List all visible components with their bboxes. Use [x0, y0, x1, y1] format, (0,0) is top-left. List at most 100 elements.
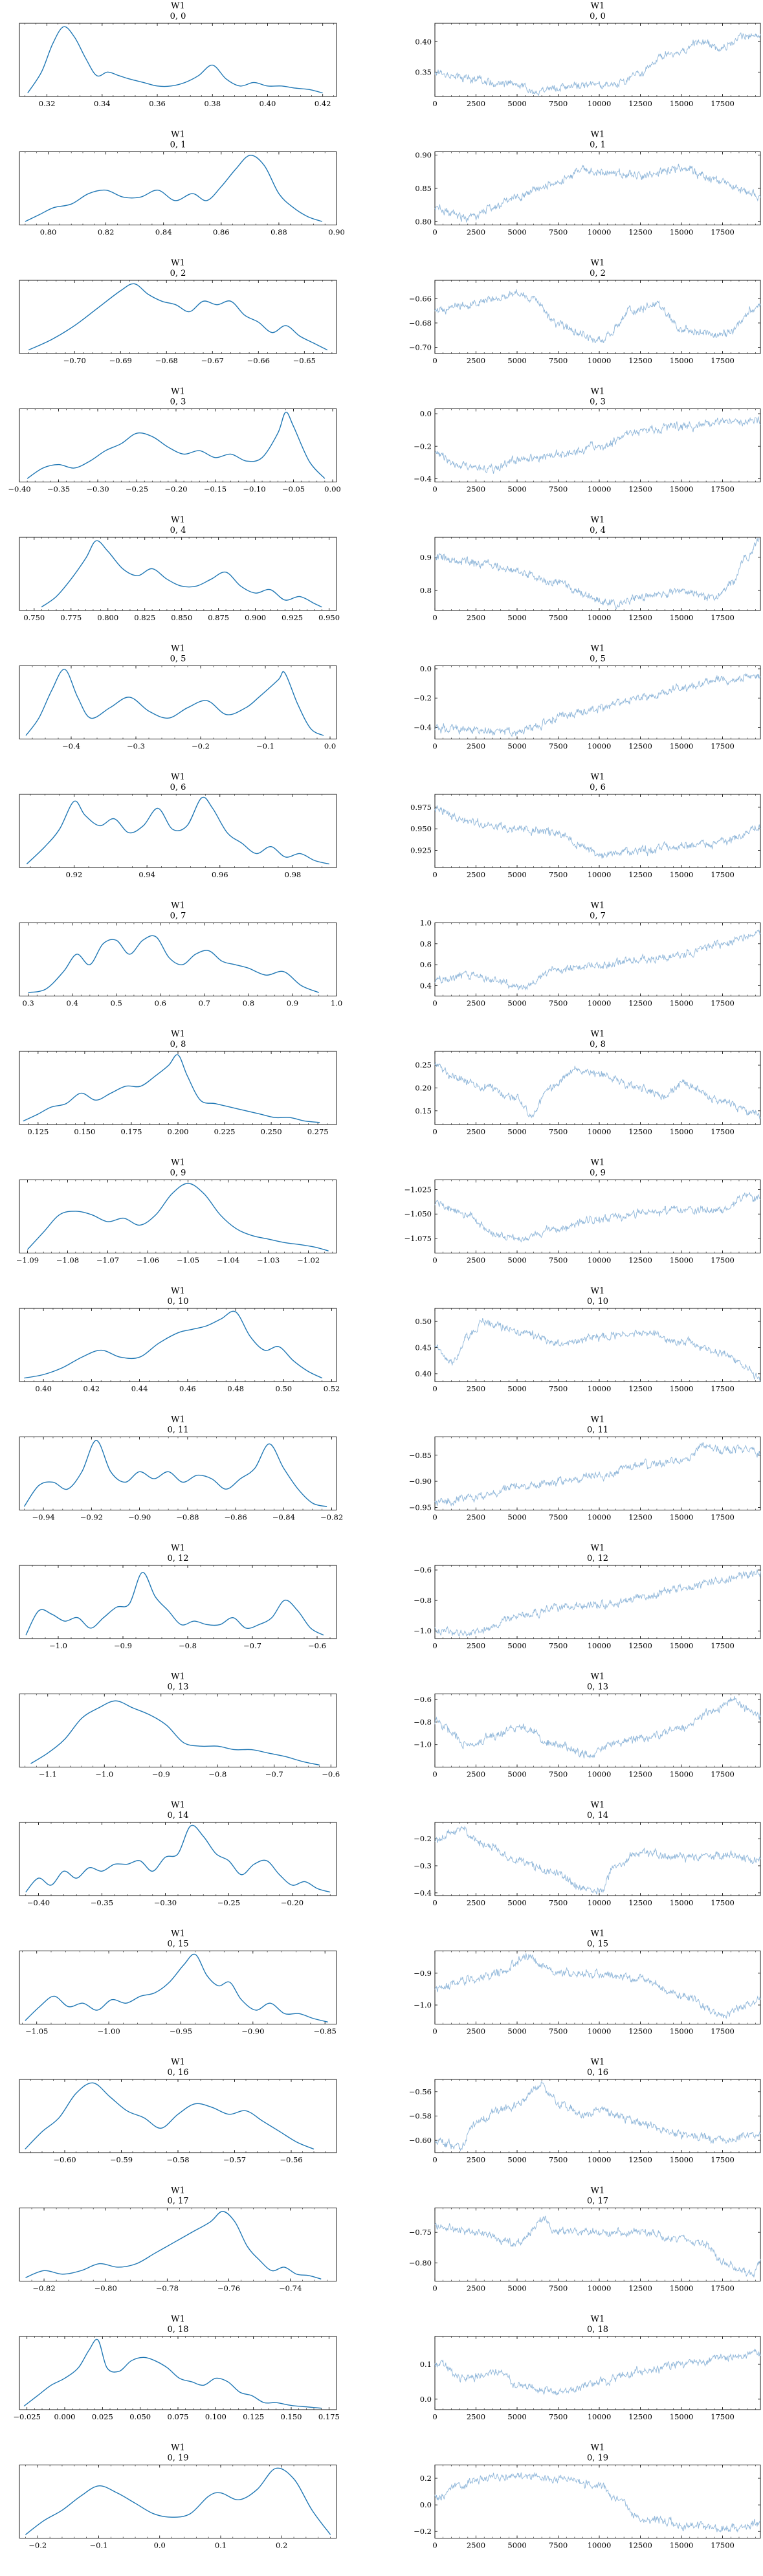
subplot-trace-0-3: W10, 30 2500 5000 7500 10000 12500 15000 175000…: [414, 387, 761, 494]
x-tick-label: 12500: [628, 2412, 652, 2421]
subplot-subtitle: 0, 12: [587, 1554, 608, 1563]
x-tick-label: −1.02: [297, 1256, 320, 1265]
x-tick-label: −0.7: [243, 1641, 261, 1650]
x-tick-label: −0.88: [176, 1513, 199, 1522]
kde-line: [41, 540, 322, 608]
subplot-title: W1: [591, 1, 605, 11]
kde-line: [23, 1440, 327, 1507]
subplot-title: W1: [171, 1029, 185, 1039]
trace-line: [434, 1442, 761, 1507]
y-tick-label: −0.58: [409, 2112, 432, 2121]
subplot-kde-0-11: W10, 11−0.94 −0.92 −0.90 −0.88 −0.86 −0.84 −0.…: [19, 1415, 343, 1522]
x-tick-label: −0.30: [154, 1898, 177, 1907]
x-tick-label: 5000: [507, 870, 526, 879]
x-tick-label: −1.05: [25, 2027, 48, 2036]
x-tick-label: 0: [432, 2027, 437, 2036]
axes-frame: [434, 1951, 761, 2024]
subplot-title: W1: [591, 387, 605, 397]
subplot-kde-0-7: W10, 7 0.3 0.4 0.5 0.6 0.7 0.8 0.9 1.0: [19, 901, 342, 1008]
x-tick-label: 0: [432, 1127, 437, 1136]
kde-line: [25, 2082, 315, 2150]
y-tick-label: −0.4: [414, 474, 432, 483]
x-tick-label: 7500: [549, 99, 568, 108]
trace-line: [434, 163, 761, 223]
trace-line: [434, 416, 761, 474]
kde-line: [27, 1183, 329, 1251]
x-tick-label: 0.86: [213, 228, 230, 237]
subplot-kde-0-17: W10, 17 −0.82 −0.80 −0.78 −0.76 −0.74: [19, 2186, 337, 2293]
axes-frame: [19, 1308, 337, 1382]
subplot-subtitle: 0, 18: [167, 2325, 188, 2335]
axes-frame: [19, 409, 337, 482]
subplot-trace-0-10: W10, 10 0 2500 5000 7500 10000 12500 15000 17500…: [415, 1286, 761, 1393]
subplot-subtitle: 0, 17: [587, 2197, 608, 2206]
x-tick-label: 0.48: [227, 1384, 244, 1393]
x-tick-label: 2500: [467, 1898, 485, 1907]
subplot-subtitle: 0, 9: [590, 1169, 606, 1178]
kde-line: [25, 1572, 324, 1636]
y-axis: 0.80 0.85 0.90: [415, 151, 760, 226]
x-tick-label: 7500: [549, 228, 568, 237]
y-tick-label: −0.8: [414, 1596, 432, 1605]
kde-line: [25, 1953, 328, 2022]
x-tick-label: 17500: [711, 2412, 735, 2421]
y-tick-label: 0.50: [415, 1317, 432, 1326]
subplot-kde-0-0: W10, 0 0.32 0.34 0.36 0.38 0.40 0.42: [19, 1, 337, 108]
subplot-subtitle: 0, 13: [587, 1683, 608, 1692]
y-tick-label: −0.68: [409, 319, 432, 328]
y-tick-label: −0.80: [409, 2258, 432, 2267]
subplot-kde-0-18: W10, 18 −0.025 0.000 0.025 0.050 0.075 0.100 0.…: [13, 2314, 339, 2421]
subplot-title: W1: [591, 644, 605, 654]
x-tick-label: −0.10: [243, 485, 265, 494]
x-tick-label: 10000: [588, 1256, 612, 1265]
subplot-subtitle: 0, 2: [170, 269, 186, 278]
y-tick-label: 0.45: [415, 1343, 432, 1352]
x-tick-label: 0.36: [149, 99, 166, 108]
x-tick-label: −0.82: [320, 1513, 343, 1522]
y-tick-label: 0.950: [410, 824, 432, 833]
y-tick-label: 0.15: [415, 1106, 432, 1115]
x-tick-label: 0.52: [324, 1384, 340, 1393]
y-tick-label: −1.075: [404, 1234, 432, 1243]
x-tick-label: 2500: [467, 1641, 485, 1650]
y-tick-label: −0.56: [409, 2087, 432, 2096]
x-tick-label: 15000: [670, 2155, 694, 2164]
x-tick-label: 15000: [670, 228, 694, 237]
subplot-kde-0-9: W10, 9−1.09 −1.08 −1.07 −1.06 −1.05 −1.04 −1.0…: [16, 1158, 337, 1265]
x-tick-label: −0.56: [280, 2155, 302, 2164]
trace-line: [434, 537, 761, 610]
x-tick-label: 12500: [628, 1513, 652, 1522]
x-tick-label: 0.46: [179, 1384, 196, 1393]
trace-line: [434, 1062, 761, 1120]
y-tick-label: −0.6: [414, 1695, 432, 1704]
x-tick-label: −0.4: [62, 742, 80, 751]
x-tick-label: 5000: [507, 613, 526, 622]
subplot-trace-0-17: W10, 17 0 2500 5000 7500 10000 12500 15000 17500…: [409, 2186, 761, 2293]
trace-line: [434, 32, 761, 97]
subplot-trace-0-15: W10, 15 0 2500 5000 7500 10000 12500 15000 17500…: [414, 1929, 761, 2036]
subplot-subtitle: 0, 3: [590, 398, 606, 407]
kde-line: [25, 2211, 322, 2279]
x-tick-label: 5000: [507, 228, 526, 237]
x-tick-label: 2500: [467, 99, 485, 108]
y-axis: −1.025 −1.050 −1.075: [404, 1185, 760, 1243]
x-tick-label: 17500: [711, 2155, 735, 2164]
y-axis: 0.40 0.45 0.50: [415, 1317, 760, 1378]
y-tick-label: −0.2: [414, 693, 432, 702]
x-axis: −0.94 −0.92 −0.90 −0.88 −0.86 −0.84 −0.82: [24, 1437, 343, 1522]
subplot-title: W1: [171, 2314, 185, 2324]
x-tick-label: 15000: [670, 870, 694, 879]
x-tick-label: 15000: [670, 613, 694, 622]
x-tick-label: 17500: [711, 99, 735, 108]
x-tick-label: 15000: [670, 1641, 694, 1650]
x-tick-label: 12500: [628, 1256, 652, 1265]
y-axis: −0.6 −0.8 −1.0: [414, 1695, 760, 1749]
x-tick-label: 0.98: [285, 870, 302, 879]
x-tick-label: 15000: [670, 1384, 694, 1393]
x-tick-label: 0.175: [120, 1127, 142, 1136]
x-tick-label: 0.900: [245, 613, 266, 622]
subplot-title: W1: [171, 901, 185, 911]
trace-line: [434, 2348, 761, 2396]
x-tick-label: 17500: [711, 1770, 735, 1779]
subplot-subtitle: 0, 11: [587, 1426, 608, 1435]
